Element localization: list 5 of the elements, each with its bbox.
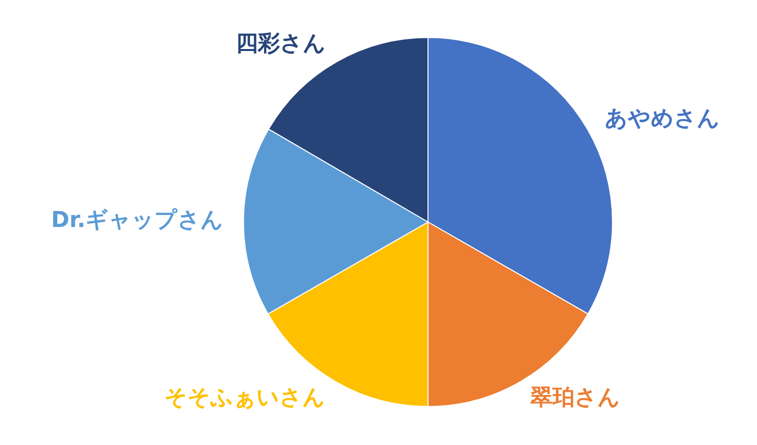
slice-label: 翠珀さん: [529, 386, 620, 411]
slice-label: 四彩さん: [236, 31, 326, 56]
slice-label: Dr.ギャップさん: [51, 208, 224, 234]
slice-label: そそふぁいさん: [164, 386, 326, 411]
slice-label: あやめさん: [604, 106, 720, 132]
